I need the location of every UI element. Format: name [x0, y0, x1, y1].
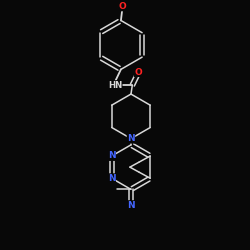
Text: N: N [108, 174, 116, 183]
Text: HN: HN [108, 80, 122, 90]
Text: O: O [134, 68, 142, 76]
Text: N: N [127, 134, 135, 143]
Text: N: N [127, 201, 135, 210]
Text: O: O [118, 2, 126, 11]
Text: N: N [108, 152, 116, 160]
